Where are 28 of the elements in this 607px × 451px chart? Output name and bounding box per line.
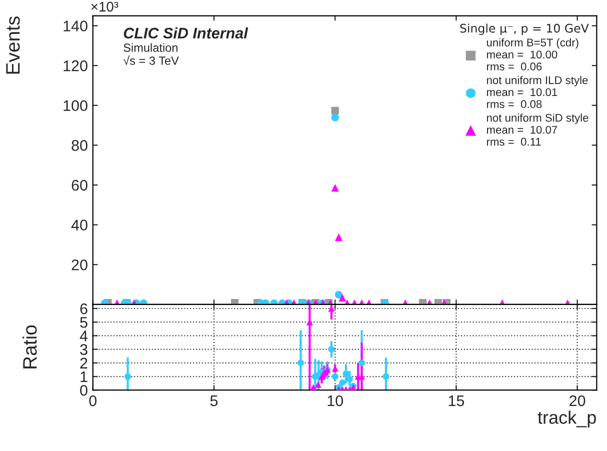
- y-tick-label: 60: [72, 180, 88, 191]
- legend-label: not uniform SiD style mean = 10.07 rms = 0.11: [487, 114, 588, 146]
- y-tick-label: 40: [71, 220, 88, 230]
- y-tick-label: 20: [72, 259, 88, 270]
- y-tick-label: 140: [64, 20, 88, 32]
- annotation: √s = 3 TeV: [123, 55, 179, 65]
- annotation: CLIC SiD Internal: [124, 27, 248, 39]
- y-tick-label: 1: [80, 372, 88, 382]
- text: ×10³: [91, 2, 118, 12]
- y-tick-label: 5: [80, 317, 88, 328]
- x-tick-label: 15: [448, 396, 464, 406]
- y-axis-title: Events: [6, 16, 20, 74]
- y-tick-label: 0: [80, 384, 88, 396]
- legend-title: Single μ⁻, p = 10 GeV: [460, 24, 589, 35]
- y-tick-label: 4: [80, 330, 88, 342]
- x-tick-label: 5: [210, 396, 218, 406]
- y-tick-label: 2: [80, 358, 88, 368]
- x-tick-label: 10: [328, 395, 343, 406]
- y-axis-title: Ratio: [22, 325, 37, 368]
- x-tick-label: 20: [570, 395, 586, 406]
- x-tick-label: 0: [89, 395, 97, 406]
- annotation: Simulation: [124, 43, 178, 52]
- y-tick-label: 3: [80, 344, 88, 355]
- y-tick-label: 100: [64, 100, 88, 112]
- x-axis-title: track_p: [538, 410, 596, 428]
- y-tick-label: 120: [64, 60, 88, 72]
- y-tick-label: 80: [72, 140, 88, 151]
- y-tick-label: 6: [80, 303, 88, 314]
